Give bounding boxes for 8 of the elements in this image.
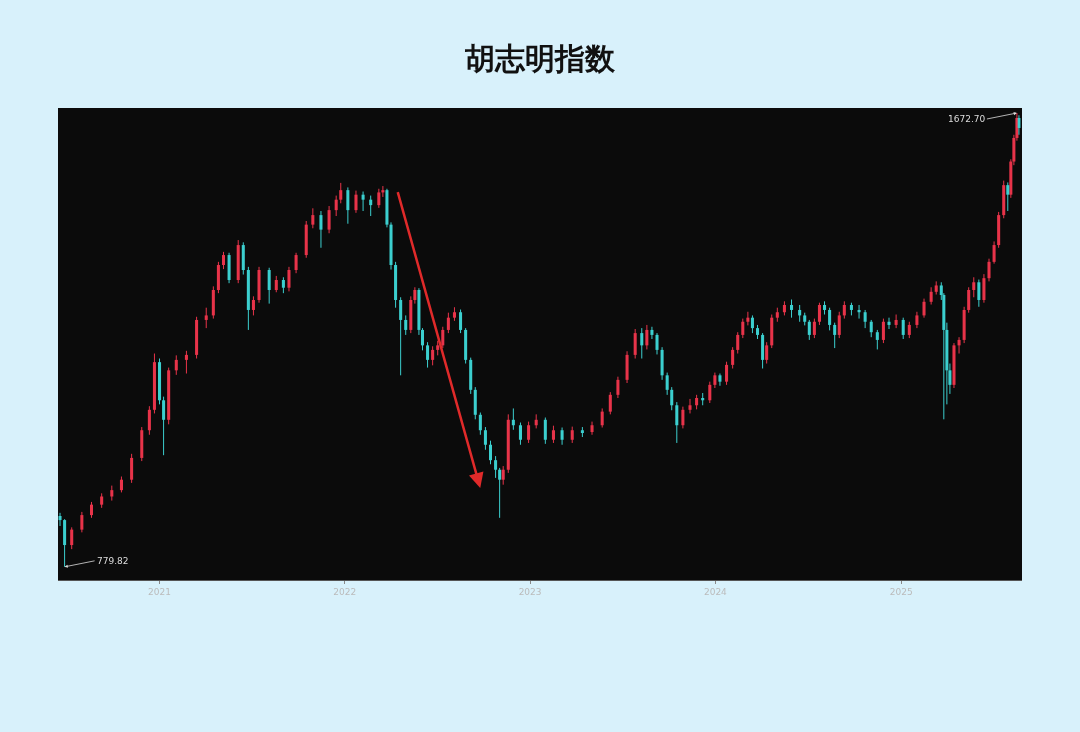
- annotation: 779.82: [97, 556, 129, 566]
- x-tick-label: 2024: [703, 586, 728, 597]
- x-tick-label: 2025: [889, 586, 913, 597]
- x-tick-label: 2021: [148, 586, 171, 597]
- chart-title: 胡志明指数: [464, 41, 616, 77]
- x-tick-label: 2022: [333, 586, 357, 597]
- x-tick-label: 2023: [518, 586, 542, 597]
- annotation: 1672.70: [948, 114, 986, 124]
